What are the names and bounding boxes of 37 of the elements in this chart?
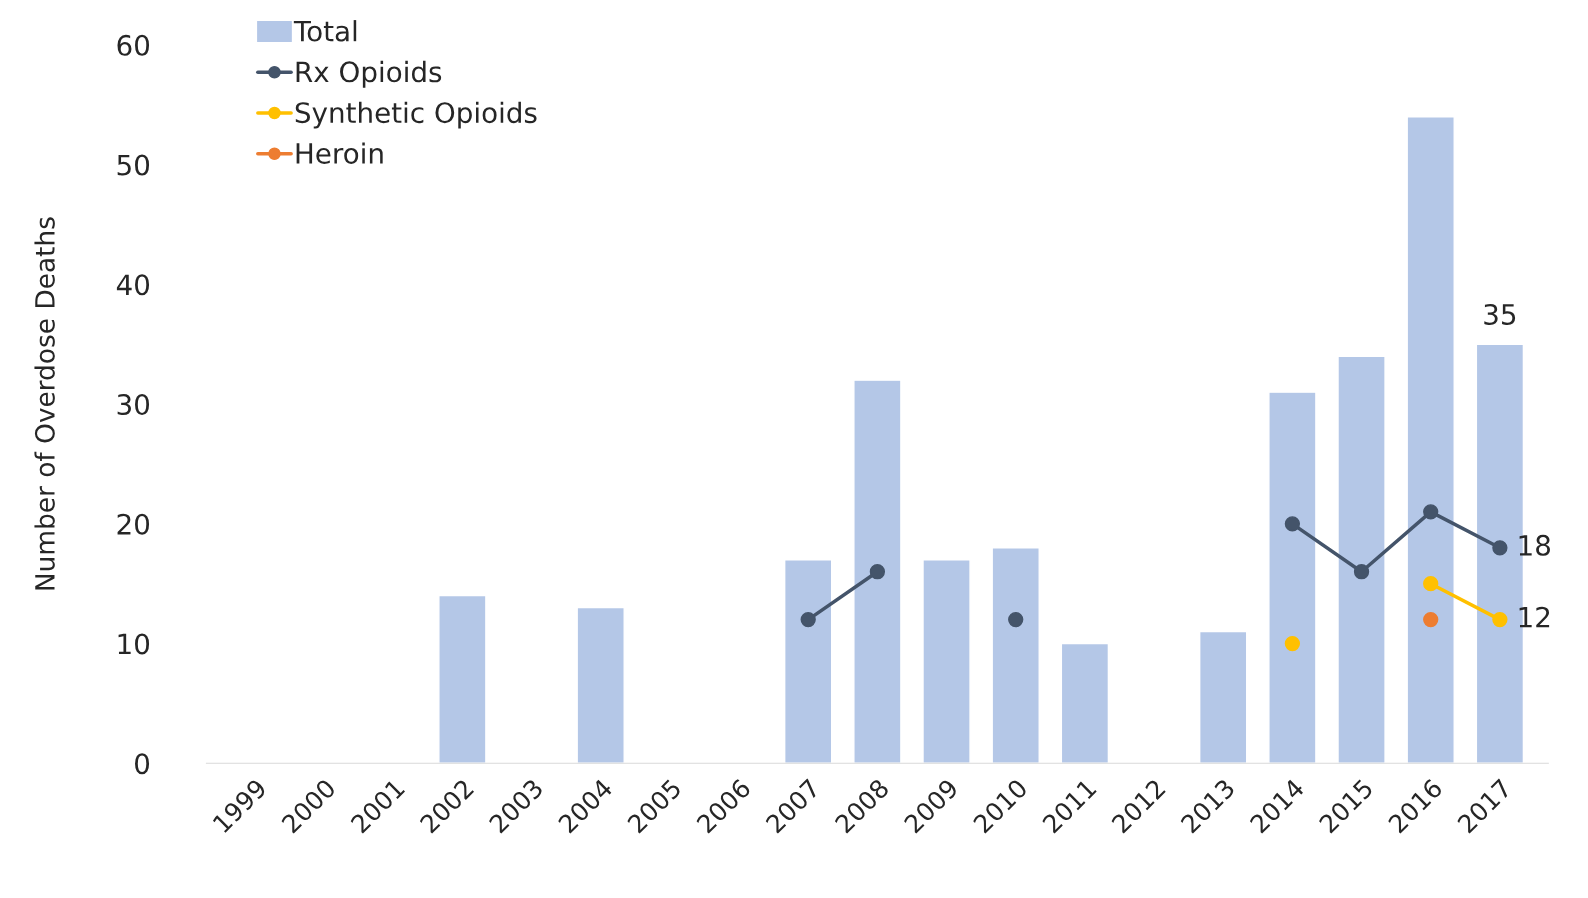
bar — [576, 606, 625, 764]
bar — [853, 379, 902, 764]
point — [1353, 564, 1370, 580]
point — [1008, 611, 1024, 628]
y-tick-label: 50 — [117, 154, 150, 176]
point — [1492, 611, 1508, 628]
y-tick-label: 10 — [118, 633, 150, 655]
y-tick-label: 20 — [117, 513, 150, 535]
point — [1423, 611, 1439, 628]
bar — [1337, 355, 1386, 764]
data-label: 35 — [1484, 303, 1516, 325]
point — [1423, 576, 1439, 592]
bar — [1198, 630, 1248, 764]
data-label: 12 — [1519, 606, 1550, 628]
y-tick-label: 40 — [116, 274, 150, 296]
y-tick-label: 60 — [117, 34, 150, 56]
legend-label: Heroin — [296, 142, 383, 164]
legend-label: Synthetic Opioids — [295, 101, 537, 129]
bar — [1060, 642, 1110, 764]
bar — [1268, 391, 1317, 764]
bar — [438, 594, 487, 764]
legend-label: Rx Opioids — [296, 60, 442, 88]
point — [1284, 516, 1301, 532]
point — [800, 611, 816, 628]
point — [1492, 540, 1508, 556]
y-tick-label: 30 — [117, 394, 150, 416]
bar — [991, 547, 1040, 764]
y-tick-label: 0 — [135, 753, 150, 775]
bar — [922, 559, 971, 764]
y-axis-title: Number of Overdose Deaths — [34, 217, 55, 590]
data-label: 18 — [1519, 534, 1550, 556]
point — [1284, 635, 1301, 652]
bar — [783, 559, 833, 764]
point — [869, 564, 886, 580]
bar — [1406, 116, 1455, 764]
legend-label: Total — [293, 20, 357, 42]
point — [1423, 504, 1439, 520]
